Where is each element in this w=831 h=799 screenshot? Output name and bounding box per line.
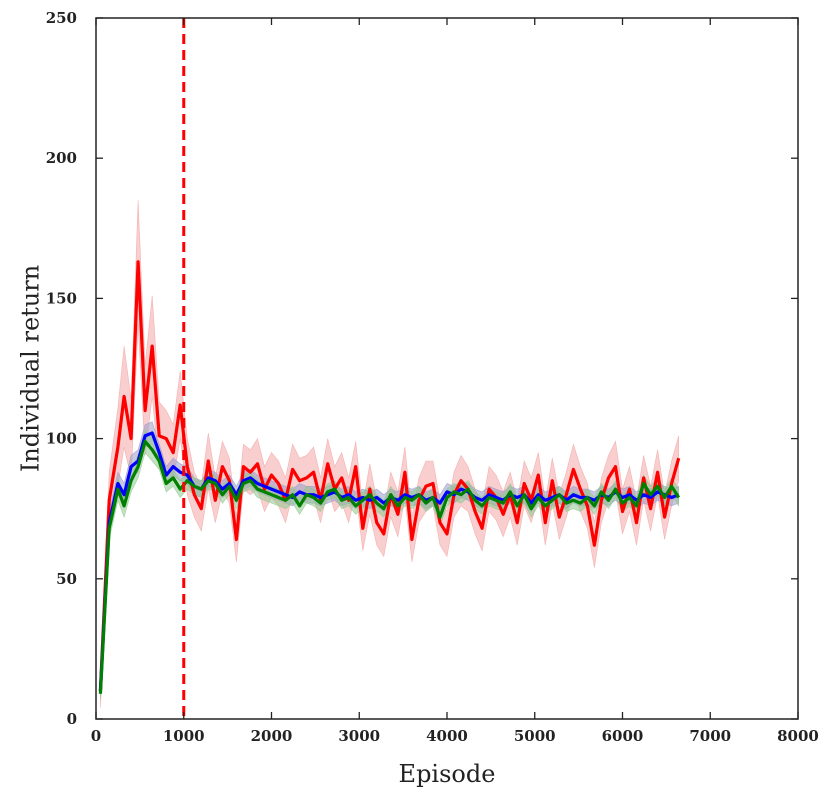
y-tick-label: 150 [46, 289, 77, 307]
series-lines [98, 260, 681, 694]
y-axis-label: Individual return [16, 265, 44, 472]
x-tick-label: 5000 [514, 727, 556, 745]
y-tick-label: 100 [46, 430, 77, 448]
x-axis-label: Episode [399, 760, 496, 788]
y-tick-label: 250 [46, 9, 77, 27]
x-tick-label: 3000 [338, 727, 380, 745]
plot-frame [95, 17, 799, 720]
x-tick-labels: 0 1000 2000 3000 4000 5000 6000 7000 8000 [91, 727, 819, 745]
x-tick-label: 7000 [689, 727, 731, 745]
axis-ticks [95, 17, 799, 720]
x-tick-label: 4000 [426, 727, 468, 745]
y-tick-label: 50 [56, 570, 77, 588]
series-line-3 [98, 439, 681, 694]
y-tick-label: 0 [67, 710, 77, 728]
y-tick-labels: 0 50 100 150 200 250 [46, 9, 77, 728]
x-tick-label: 1000 [163, 727, 205, 745]
x-tick-label: 6000 [602, 727, 644, 745]
y-tick-label: 200 [46, 149, 77, 167]
x-tick-label: 8000 [777, 727, 819, 745]
x-tick-label: 0 [91, 727, 101, 745]
x-tick-label: 2000 [251, 727, 293, 745]
